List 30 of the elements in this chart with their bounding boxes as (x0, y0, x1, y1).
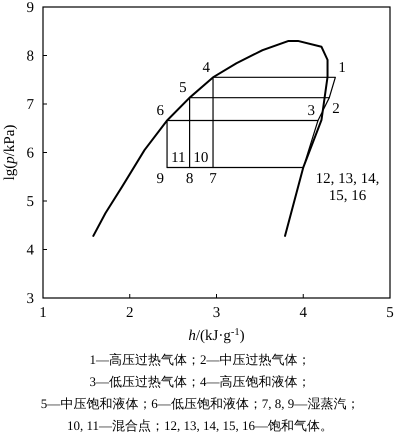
annotation: 2 (332, 101, 340, 118)
y-tick-label: 3 (26, 291, 34, 307)
x-tick-label: 4 (300, 305, 308, 321)
y-tick-label: 7 (26, 97, 34, 113)
annotation: 11 (171, 150, 186, 166)
x-tick-label: 1 (39, 305, 47, 321)
y-tick-label: 6 (26, 146, 34, 162)
x-tick-label: 5 (386, 305, 394, 321)
x-axis-title: h/(kJ·g$^{-1}$) (188, 326, 245, 344)
annotation: 12, 13, 14, 15, 16 (316, 171, 380, 204)
y-tick-label: 8 (26, 48, 34, 64)
annotation: 10 (193, 150, 208, 166)
text: 3—低压过热气体；4—高压饱和液体； (90, 374, 310, 389)
annotation: 6 (156, 102, 165, 119)
annotation: 4 (202, 60, 211, 76)
annotation: 5 (179, 80, 187, 96)
x-tick-label: 2 (126, 305, 134, 321)
x-tick-label: 3 (212, 305, 220, 321)
annotation: 3 (307, 102, 315, 119)
y-axis-title: lg(p/kPa) (2, 124, 18, 180)
y-tick-label: 9 (26, 0, 34, 16)
annotation: 1 (338, 60, 346, 76)
annotation: 8 (186, 171, 194, 188)
y-tick-label: 4 (26, 242, 34, 258)
annotation: 9 (156, 171, 164, 188)
text: 10, 11—混合点；12, 13, 14, 15, 16—饱和气体。 (66, 418, 334, 433)
text: 1—高压过热气体；2—中压过热气体； (90, 352, 310, 367)
annotation: 7 (209, 171, 218, 188)
y-tick-label: 5 (26, 194, 34, 210)
text: 5—中压饱和液体；6—低压饱和液体；7, 8, 9—湿蒸汽； (40, 396, 360, 411)
